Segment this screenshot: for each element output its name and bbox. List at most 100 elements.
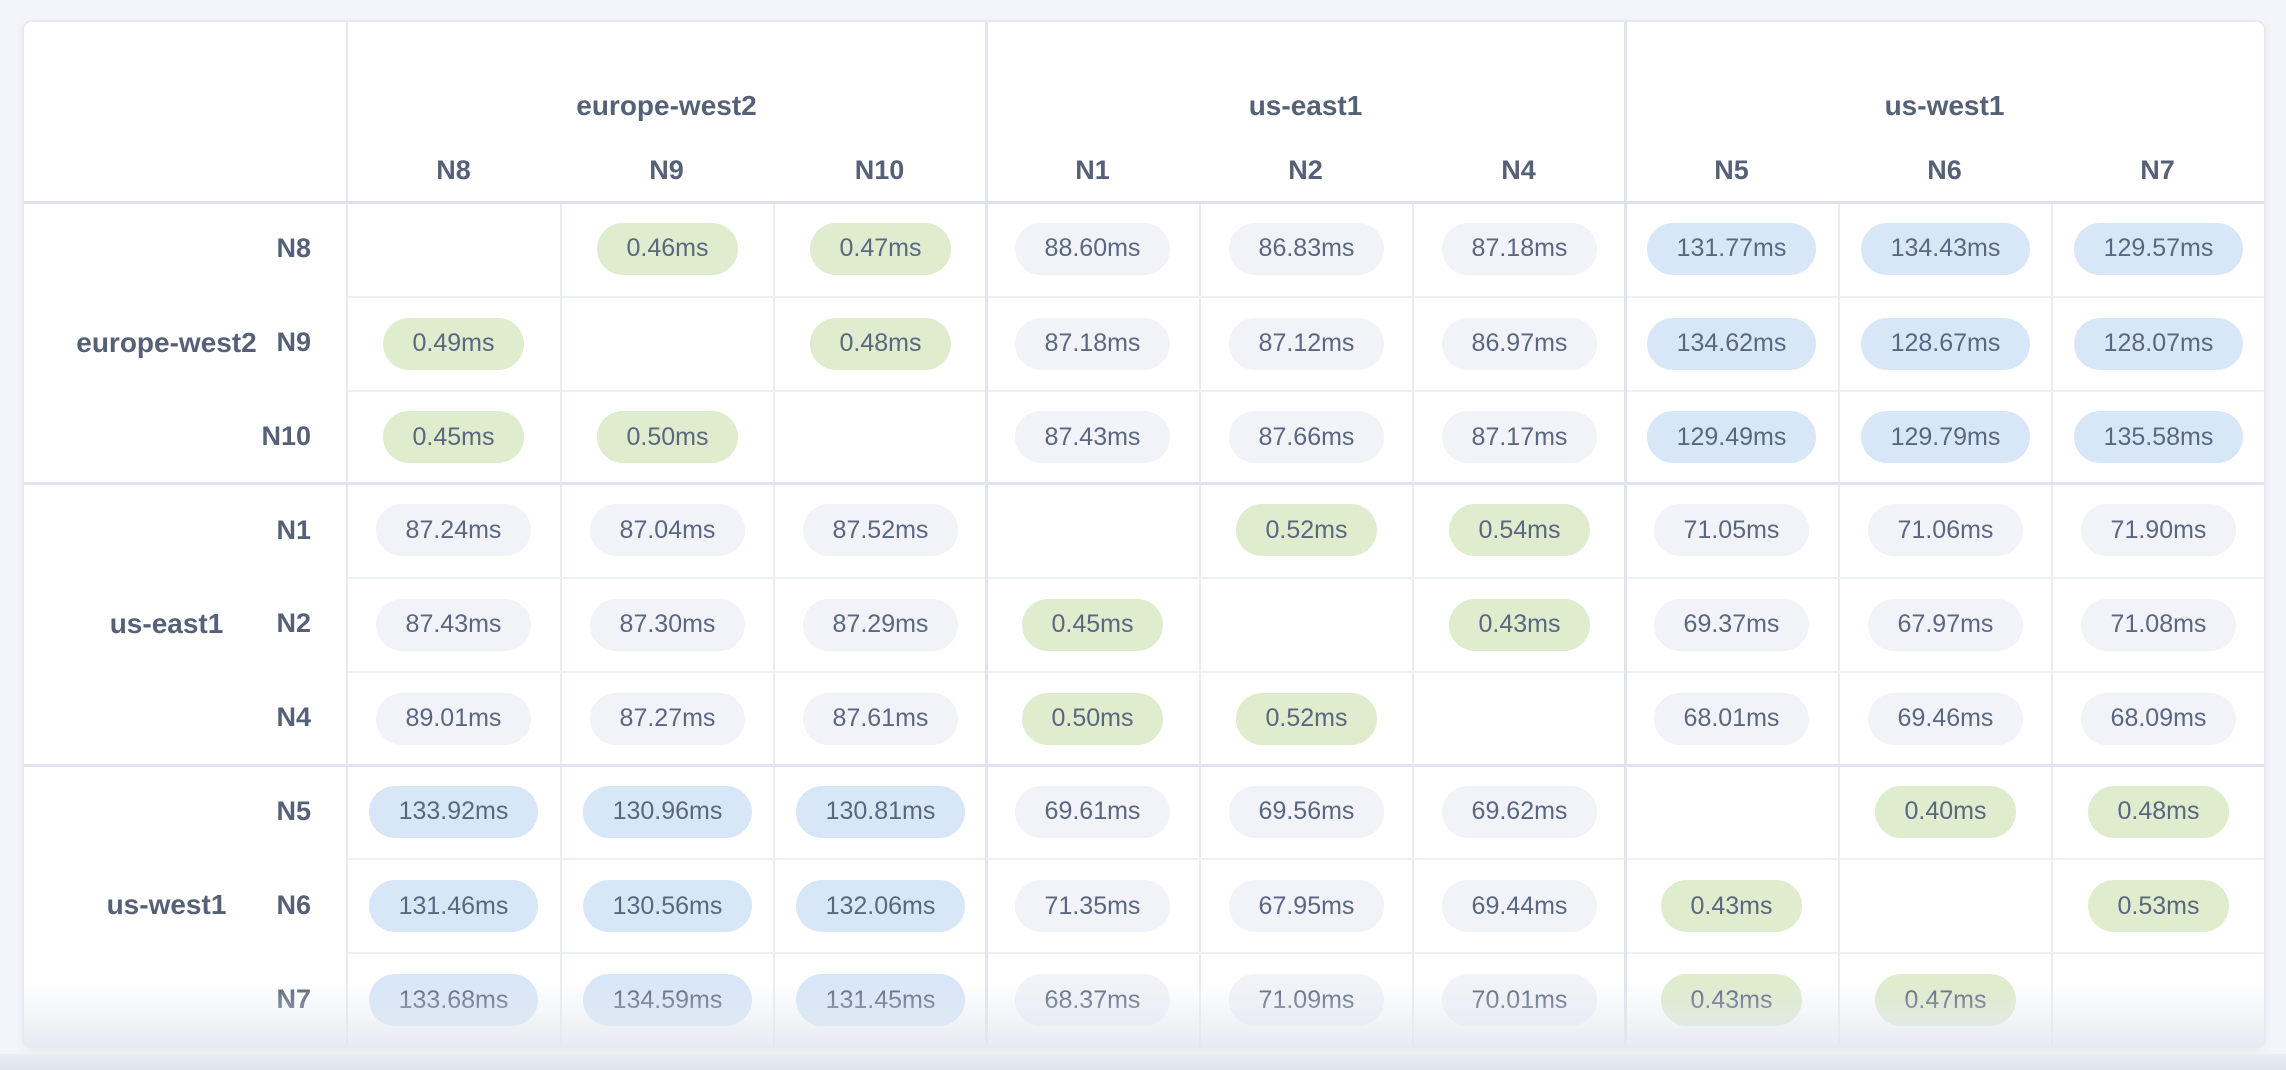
latency-cell: 0.48ms [773,295,986,390]
latency-pill: 0.46ms [596,222,739,275]
latency-cell: 0.43ms [1625,858,1838,952]
latency-pill: 68.01ms [1653,692,1810,745]
latency-pill: 0.48ms [809,317,952,370]
latency-pill: 87.66ms [1228,411,1385,464]
latency-cell: 133.92ms [347,765,560,859]
latency-pill: 71.05ms [1653,504,1810,557]
latency-cell: 88.60ms [986,202,1199,296]
latency-cell: 0.49ms [347,295,560,390]
latency-pill: 129.57ms [2073,222,2244,275]
column-node-label: N4 [1501,154,1536,185]
group-divider-horizontal-2 [24,763,2264,767]
latency-cell: 71.09ms [1199,952,1412,1046]
self-cell [1838,858,2051,953]
latency-cell: 87.12ms [1199,295,1412,390]
latency-cell: 87.52ms [773,483,986,578]
latency-cell: 87.30ms [560,577,773,671]
latency-cell: 0.40ms [1838,764,2051,859]
latency-pill: 69.62ms [1441,785,1598,838]
latency-cell: 135.58ms [2051,389,2264,484]
latency-cell: 87.24ms [347,483,560,577]
self-cell [986,483,1199,577]
latency-cell: 87.18ms [986,295,1199,390]
latency-pill: 131.45ms [795,974,966,1027]
latency-pill: 71.90ms [2080,504,2237,557]
latency-cell: 131.45ms [773,952,986,1046]
latency-pill: 134.59ms [582,974,753,1027]
latency-cell: 87.29ms [773,577,986,671]
latency-cell: 86.97ms [1412,295,1625,390]
latency-pill: 131.46ms [368,880,539,933]
latency-pill: 0.45ms [382,411,525,464]
latency-pill: 134.43ms [1860,222,2031,275]
latency-cell: 68.01ms [1625,670,1838,765]
latency-pill: 87.52ms [802,504,959,557]
latency-cell: 0.46ms [560,202,773,296]
latency-cell: 129.79ms [1838,389,2051,484]
row-node-label: N9 [276,327,311,358]
latency-pill: 87.43ms [1014,411,1171,464]
latency-pill: 130.96ms [582,785,753,838]
latency-pill: 69.46ms [1867,692,2024,745]
column-node-label: N6 [1927,154,1962,185]
latency-cell: 134.43ms [1838,202,2051,296]
row-node-label: N5 [276,796,311,827]
latency-cell: 129.49ms [1625,389,1838,484]
latency-cell: 129.57ms [2051,202,2264,296]
latency-pill: 0.40ms [1874,785,2017,838]
latency-pill: 88.60ms [1014,222,1171,275]
latency-cell: 0.45ms [986,577,1199,671]
latency-pill: 0.52ms [1235,692,1378,745]
latency-cell: 130.81ms [773,764,986,859]
column-region-label: us-west1 [1884,90,2005,121]
latency-pill: 0.47ms [1874,974,2017,1027]
latency-pill: 0.54ms [1448,504,1591,557]
latency-pill: 135.58ms [2073,411,2244,464]
latency-pill: 89.01ms [375,692,532,745]
column-region-label: us-east1 [1248,90,1363,121]
latency-cell: 71.90ms [2051,483,2264,578]
latency-pill: 68.09ms [2080,692,2237,745]
latency-cell: 0.50ms [986,670,1199,765]
latency-cell: 87.66ms [1199,389,1412,484]
latency-cell: 0.45ms [347,389,560,484]
header-divider [24,201,2264,204]
latency-cell: 0.52ms [1199,483,1412,578]
latency-cell: 87.18ms [1412,202,1625,296]
group-divider-vertical-1 [984,22,988,1046]
bottom-strip [0,1054,2286,1070]
latency-cell: 71.06ms [1838,483,2051,578]
latency-pill: 87.43ms [375,598,532,651]
latency-cell: 70.01ms [1412,952,1625,1046]
latency-pill: 68.37ms [1014,974,1171,1027]
latency-pill: 0.43ms [1660,880,1803,933]
column-node-label: N8 [436,154,471,185]
latency-cell: 0.47ms [773,202,986,296]
latency-pill: 0.47ms [809,222,952,275]
latency-matrix: europe-west2 N8 N9 N10 us-east1 N1 N2 N4 us-west… [24,22,2264,1046]
latency-cell: 69.62ms [1412,764,1625,859]
latency-pill: 69.44ms [1441,880,1598,933]
latency-pill: 86.97ms [1441,317,1598,370]
latency-pill: 0.50ms [596,411,739,464]
latency-cell: 87.27ms [560,670,773,765]
latency-cell: 134.59ms [560,952,773,1046]
latency-pill: 69.61ms [1014,785,1171,838]
latency-cell: 67.97ms [1838,577,2051,671]
latency-cell: 0.48ms [2051,764,2264,859]
latency-pill: 70.01ms [1441,974,1598,1027]
column-node-label: N5 [1714,154,1749,185]
latency-pill: 71.08ms [2080,598,2237,651]
latency-card: europe-west2 N8 N9 N10 us-east1 N1 N2 N4 us-west… [22,20,2266,1048]
latency-pill: 87.61ms [802,692,959,745]
latency-cell: 131.77ms [1625,202,1838,296]
latency-cell: 71.05ms [1625,483,1838,577]
latency-pill: 130.56ms [582,880,753,933]
self-cell [773,389,986,484]
latency-pill: 71.06ms [1867,504,2024,557]
latency-pill: 0.45ms [1021,598,1164,651]
latency-pill: 130.81ms [795,785,966,838]
latency-cell: 0.50ms [560,389,773,484]
latency-cell: 86.83ms [1199,202,1412,296]
self-cell [560,295,773,390]
